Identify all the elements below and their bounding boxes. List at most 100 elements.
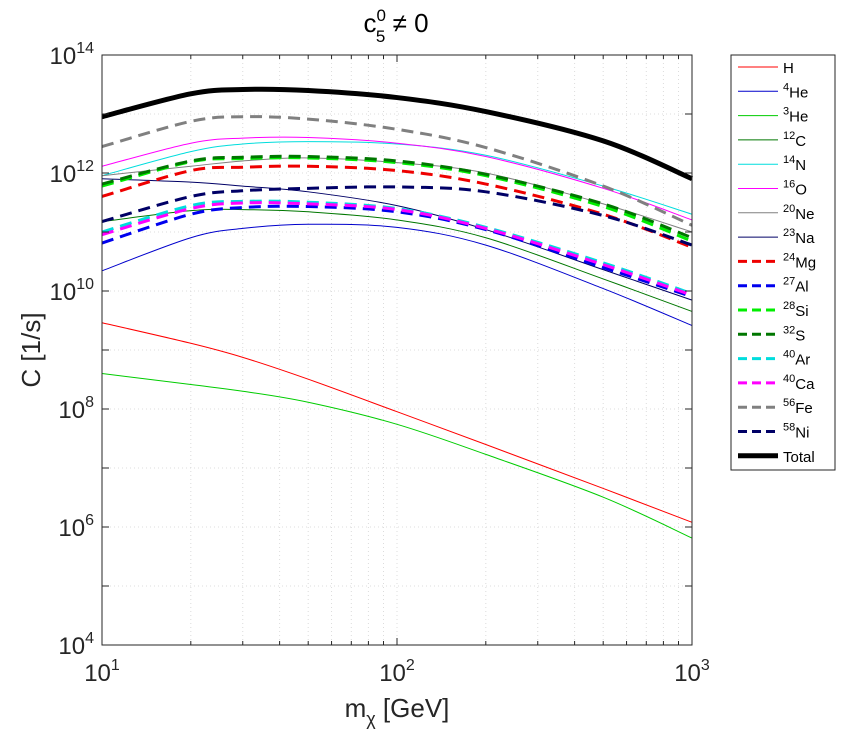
y-tick-label: 106 bbox=[58, 512, 94, 542]
series-line-3he bbox=[101, 372, 693, 539]
y-axis-label: C [1/s] bbox=[16, 312, 46, 387]
xlabel-tail: [GeV] bbox=[376, 693, 450, 723]
legend-label-mass-number: 24 bbox=[783, 251, 795, 263]
series-line-27al bbox=[101, 204, 693, 299]
title-base: c bbox=[363, 8, 376, 38]
legend-label-element: Al bbox=[795, 279, 808, 296]
y-tick-label: 1012 bbox=[50, 158, 95, 188]
chart-title: c0 5 ≠ 0 bbox=[363, 6, 428, 46]
legend-label-h: H bbox=[783, 60, 794, 77]
x-tick-label-exponent: 3 bbox=[701, 657, 710, 674]
legend-label-14n: 14N bbox=[783, 154, 806, 174]
x-tick-label: 102 bbox=[379, 657, 415, 687]
series-line-56fe bbox=[101, 115, 693, 227]
series-line-14n bbox=[101, 141, 693, 215]
title-superscript: 0 bbox=[376, 6, 385, 25]
legend-label-40ar: 40Ar bbox=[783, 349, 810, 369]
x-tick-label-exponent: 2 bbox=[406, 657, 415, 674]
legend-label-mass-number: 28 bbox=[783, 300, 795, 312]
legend-label-mass-number: 40 bbox=[783, 349, 795, 361]
series-line-16o bbox=[101, 136, 693, 221]
legend-label-mass-number: 12 bbox=[783, 130, 795, 142]
legend-label-32s: 32S bbox=[783, 324, 805, 344]
legend-label-total: Total bbox=[783, 449, 815, 466]
legend-label-element: Mg bbox=[795, 254, 816, 271]
legend-label-28si: 28Si bbox=[783, 300, 809, 320]
series-line-total bbox=[101, 86, 693, 182]
plot-area bbox=[102, 55, 692, 645]
legend-label-mass-number: 16 bbox=[783, 179, 795, 191]
series-line-4he bbox=[101, 223, 693, 326]
xlabel-subscript: χ bbox=[366, 709, 376, 729]
legend-label-mass-number: 14 bbox=[783, 154, 795, 166]
legend-label-element: Ne bbox=[795, 206, 814, 223]
series-group bbox=[101, 86, 693, 539]
series-line-40ca bbox=[101, 201, 693, 297]
legend-label-element: S bbox=[795, 327, 805, 344]
x-tick-label-base: 10 bbox=[84, 660, 111, 687]
y-tick-label-base: 10 bbox=[58, 397, 85, 424]
legend-label-element: Ca bbox=[795, 376, 815, 393]
legend-label-element: H bbox=[783, 60, 794, 77]
y-tick-label-exponent: 12 bbox=[76, 158, 94, 175]
legend-label-mass-number: 32 bbox=[783, 324, 795, 336]
x-tick-label-exponent: 1 bbox=[111, 657, 120, 674]
legend-label-mass-number: 40 bbox=[783, 373, 795, 385]
legend-label-element: O bbox=[795, 182, 807, 199]
series-line-23na bbox=[101, 178, 693, 301]
ticks bbox=[101, 54, 692, 646]
series-line-12c bbox=[101, 208, 693, 312]
series-line-h bbox=[101, 322, 693, 523]
x-tick-label-base: 10 bbox=[379, 660, 406, 687]
x-tick-label-base: 10 bbox=[674, 660, 701, 687]
series-line-58ni bbox=[101, 185, 693, 247]
y-tick-label: 1010 bbox=[50, 276, 95, 306]
legend-label-mass-number: 58 bbox=[783, 422, 795, 434]
y-tick-label-exponent: 6 bbox=[85, 512, 94, 529]
legend-label-58ni: 58Ni bbox=[783, 422, 809, 442]
y-tick-label-base: 10 bbox=[58, 633, 85, 660]
series-line-24mg bbox=[101, 164, 693, 249]
x-tick-labels: 101 102 103 bbox=[84, 657, 710, 687]
legend: H4He3He12C14N16O20Ne23Na24Mg27Al28Si32S4… bbox=[738, 60, 816, 466]
legend-label-4he: 4He bbox=[783, 81, 808, 101]
y-tick-label-exponent: 4 bbox=[85, 630, 94, 647]
x-tick-label: 101 bbox=[84, 657, 120, 687]
y-tick-label-exponent: 10 bbox=[76, 276, 94, 293]
series-line-32s bbox=[101, 154, 693, 240]
legend-label-mass-number: 23 bbox=[783, 227, 795, 239]
y-tick-label: 104 bbox=[58, 630, 94, 660]
y-tick-label-base: 10 bbox=[50, 279, 77, 306]
legend-label-element: Na bbox=[795, 230, 815, 247]
x-axis-label: mχ [GeV] bbox=[345, 693, 450, 729]
y-tick-label: 1014 bbox=[50, 40, 95, 70]
legend-label-3he: 3He bbox=[783, 106, 808, 126]
title-subscript: 5 bbox=[376, 27, 385, 46]
legend-label-56fe: 56Fe bbox=[783, 397, 813, 417]
legend-label-element: He bbox=[789, 84, 808, 101]
legend-label-12c: 12C bbox=[783, 130, 806, 150]
legend-label-element: C bbox=[795, 133, 806, 150]
legend-label-element: Ni bbox=[795, 425, 809, 442]
legend-label-element: Total bbox=[783, 449, 815, 466]
legend-label-20ne: 20Ne bbox=[783, 203, 814, 223]
title-tail: ≠ 0 bbox=[385, 8, 428, 38]
x-tick-label: 103 bbox=[674, 657, 710, 687]
legend-label-27al: 27Al bbox=[783, 276, 809, 296]
legend-label-23na: 23Na bbox=[783, 227, 815, 247]
legend-label-24mg: 24Mg bbox=[783, 251, 816, 271]
legend-label-element: Fe bbox=[795, 400, 813, 417]
xlabel-base: m bbox=[345, 693, 367, 723]
legend-label-40ca: 40Ca bbox=[783, 373, 815, 393]
y-tick-label-base: 10 bbox=[58, 515, 85, 542]
legend-label-element: He bbox=[789, 109, 808, 126]
legend-label-mass-number: 27 bbox=[783, 276, 795, 288]
legend-label-mass-number: 56 bbox=[783, 397, 795, 409]
legend-label-mass-number: 3 bbox=[783, 106, 789, 118]
legend-label-mass-number: 20 bbox=[783, 203, 795, 215]
y-tick-label-base: 10 bbox=[50, 43, 77, 70]
legend-box bbox=[730, 54, 836, 471]
legend-label-element: N bbox=[795, 157, 806, 174]
